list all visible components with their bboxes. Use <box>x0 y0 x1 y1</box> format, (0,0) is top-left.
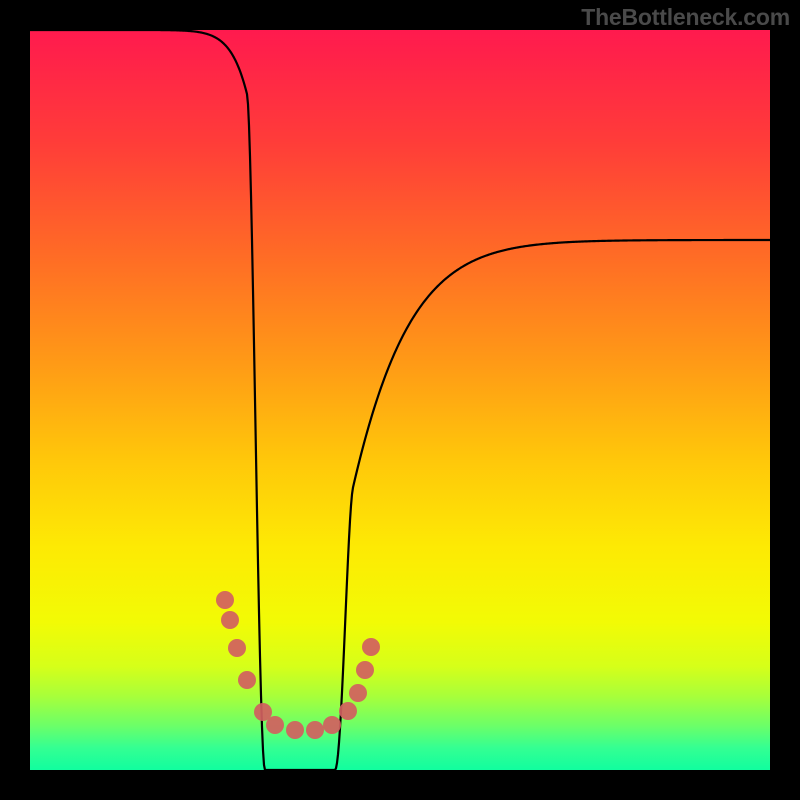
marker-dot <box>349 684 367 702</box>
gradient-background <box>30 30 770 770</box>
marker-dot <box>238 671 256 689</box>
bottleneck-chart <box>0 0 800 800</box>
chart-frame: TheBottleneck.com <box>0 0 800 800</box>
marker-dot <box>323 716 341 734</box>
marker-dot <box>266 716 284 734</box>
marker-dot <box>339 702 357 720</box>
marker-dot <box>216 591 234 609</box>
marker-dot <box>286 721 304 739</box>
marker-dot <box>362 638 380 656</box>
marker-dot <box>306 721 324 739</box>
marker-dot <box>221 611 239 629</box>
marker-dot <box>356 661 374 679</box>
marker-dot <box>228 639 246 657</box>
